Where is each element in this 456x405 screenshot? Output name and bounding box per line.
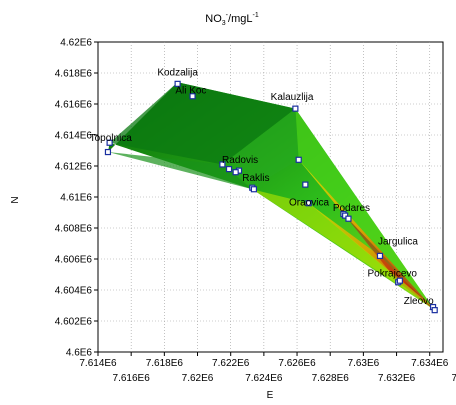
station-label: Podares (333, 203, 370, 214)
sample-point (376, 252, 384, 259)
station-label: Jargulica (378, 236, 418, 247)
station-label: Ali Koc (175, 85, 206, 96)
x-tick-label: 7.628E6 (312, 373, 350, 384)
sample-point (219, 161, 226, 168)
y-tick-label: 4.6E6 (66, 348, 93, 359)
chart-title: NO3-/mgL-1 (205, 12, 259, 27)
sample-point (305, 200, 312, 207)
station-label: Raklis (242, 173, 269, 184)
station-label: Topolnica (90, 133, 133, 144)
y-tick-label: 4.618E6 (55, 69, 93, 80)
sample-point (302, 181, 309, 188)
surface-band-low (109, 82, 296, 165)
sample-point (292, 105, 299, 112)
x-tick-label: 7.626E6 (278, 358, 316, 369)
x-tick-label: 7.634E6 (411, 358, 449, 369)
sample-point (174, 80, 181, 87)
x-tick-label: 7.616E6 (113, 373, 151, 384)
surface-band-hot (298, 159, 435, 311)
x-tick-label: 7.63E6 (348, 358, 380, 369)
sample-point (104, 148, 112, 156)
sample-point (250, 186, 258, 193)
y-tick-label: 4.606E6 (55, 255, 93, 266)
x-tick-label: 7.632E6 (378, 373, 416, 384)
y-tick-label: 4.608E6 (55, 224, 93, 235)
station-labels: Kodzalija Ali Koc Kalauzlija Topolnica Radov… (90, 67, 435, 307)
sample-point (225, 166, 233, 173)
station-label: Zleovo (404, 296, 434, 307)
sample-point (431, 307, 438, 314)
sample-points (104, 80, 438, 314)
sample-point (345, 215, 352, 222)
y-tick-label: 4.616E6 (55, 100, 93, 111)
surface-band-bright (295, 108, 435, 311)
surface-band-lowmid (108, 152, 253, 190)
surface-band-yellow (252, 189, 433, 308)
sample-point (232, 169, 239, 176)
y-axis-title: N (10, 196, 21, 203)
y-tick-label: 4.612E6 (55, 162, 93, 173)
sample-point (396, 277, 403, 284)
station-label: Oraovica (289, 198, 329, 209)
station-label: Pokrajcevo (367, 269, 417, 280)
sample-point (295, 156, 302, 163)
x-tick-label: 7.614E6 (79, 358, 117, 369)
sample-point (106, 139, 113, 146)
y-axis: 4.6E6 4.602E6 4.604E6 4.606E6 4.608E6 4.61E6 4… (55, 38, 98, 359)
surface-band-peak (345, 215, 435, 311)
y-tick-label: 4.61E6 (60, 193, 92, 204)
y-tick-label: 4.614E6 (55, 131, 93, 142)
x-tick-label: 7.618E6 (146, 358, 184, 369)
station-label: Kalauzlija (271, 92, 314, 103)
station-label: Kodzalija (157, 67, 198, 78)
x-tick-label: 7.63 (452, 373, 456, 384)
x-tick-label: 7.62E6 (182, 373, 214, 384)
y-tick-label: 4.62E6 (60, 38, 92, 49)
y-tick-label: 4.602E6 (55, 317, 93, 328)
x-tick-label: 7.624E6 (245, 373, 283, 384)
x-axis: 7.614E6 7.616E6 7.618E6 7.62E6 7.622E6 7.624E… (79, 352, 456, 384)
sample-point (189, 93, 196, 100)
x-axis-title: E (267, 390, 274, 401)
x-tick-label: 7.622E6 (212, 358, 250, 369)
y-tick-label: 4.604E6 (55, 286, 93, 297)
station-label: Radovis (222, 155, 258, 166)
